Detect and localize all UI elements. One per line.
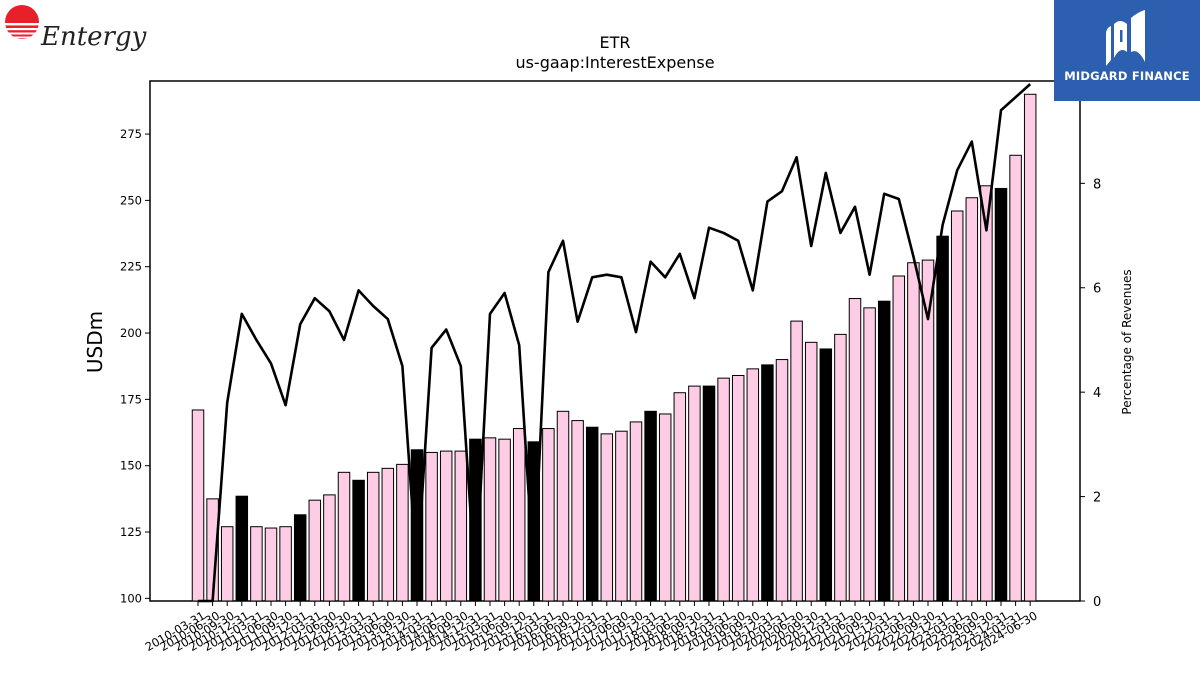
bar	[483, 437, 497, 602]
bar	[688, 385, 701, 602]
y-tick-label: 225	[120, 260, 142, 274]
chart-subtitle: us-gaap:InterestExpense	[515, 53, 714, 72]
y-tick-label: 100	[120, 591, 142, 605]
bar	[936, 235, 949, 602]
bar	[600, 433, 614, 602]
y2-tick-label: 8	[1093, 177, 1101, 192]
y-axis: 100 125 150 175 200 225 250 275	[120, 127, 150, 605]
bar	[907, 262, 920, 602]
y-tick-label: 175	[120, 392, 142, 406]
y-tick-label: 125	[120, 525, 142, 539]
bar	[498, 438, 511, 602]
bar	[264, 527, 278, 602]
bar	[746, 368, 760, 602]
bar	[337, 471, 351, 602]
bar	[804, 341, 818, 602]
bar	[965, 197, 979, 602]
bar	[848, 298, 862, 602]
bar	[542, 428, 555, 602]
bar	[396, 463, 409, 602]
bar	[863, 307, 876, 602]
bar	[644, 410, 657, 602]
bar	[308, 499, 322, 602]
bar	[439, 450, 453, 602]
bar	[731, 374, 745, 602]
bar	[585, 426, 599, 602]
bar	[220, 526, 234, 602]
bar	[1009, 154, 1022, 602]
bar	[293, 514, 307, 602]
bar	[454, 450, 468, 602]
bar	[323, 494, 336, 602]
bar	[381, 467, 395, 602]
bar	[191, 409, 205, 602]
bar	[980, 185, 993, 602]
bar	[717, 377, 730, 602]
bar	[761, 364, 774, 602]
bar	[366, 471, 380, 602]
bar	[892, 275, 906, 602]
midgard-finance-logo: MIDGARD FINANCE	[1054, 0, 1200, 101]
bar	[1023, 93, 1037, 602]
entergy-wordmark: Entergy	[41, 22, 147, 52]
revenue-percentage-line	[198, 83, 1032, 603]
bar	[994, 187, 1008, 602]
bar	[571, 420, 584, 602]
bar	[512, 428, 526, 602]
y-tick-label: 275	[120, 127, 142, 141]
line-series	[198, 83, 1032, 603]
bar	[673, 392, 687, 602]
bar	[819, 348, 833, 602]
y-tick-label: 250	[120, 193, 142, 207]
bar	[352, 479, 365, 602]
chart-title: ETR	[600, 33, 631, 52]
y-tick-label: 200	[120, 326, 142, 340]
bar	[790, 320, 803, 602]
bar	[250, 526, 263, 602]
y2-tick-label: 4	[1093, 386, 1101, 401]
bar	[556, 410, 570, 602]
x-axis: 2010-03-312010-06-302010-09-302010-12-31…	[143, 601, 1040, 654]
bar	[629, 421, 643, 602]
midgard-m-icon	[1106, 10, 1145, 66]
bar	[425, 451, 438, 602]
bar	[950, 210, 964, 602]
y-axis-label: USDm	[83, 311, 107, 373]
plot-frame	[149, 80, 1081, 602]
midgard-wordmark: MIDGARD FINANCE	[1064, 69, 1190, 83]
y2-axis-label: Percentage of Revenues	[1120, 269, 1134, 414]
y2-tick-label: 6	[1093, 282, 1101, 297]
bar	[702, 385, 716, 602]
bar	[834, 333, 847, 602]
bar-series	[191, 93, 1037, 602]
bar	[235, 495, 249, 602]
bar	[775, 359, 789, 602]
y-tick-label: 150	[120, 459, 142, 473]
y2-axis: 0 2 4 6 8	[1080, 177, 1101, 610]
bar	[279, 526, 292, 602]
bar	[658, 413, 672, 602]
entergy-logo: Entergy	[4, 4, 147, 56]
entergy-emblem-icon	[5, 5, 39, 39]
y2-tick-label: 0	[1093, 595, 1101, 610]
bar	[877, 300, 891, 602]
bar	[615, 430, 628, 602]
y2-tick-label: 2	[1093, 491, 1101, 506]
